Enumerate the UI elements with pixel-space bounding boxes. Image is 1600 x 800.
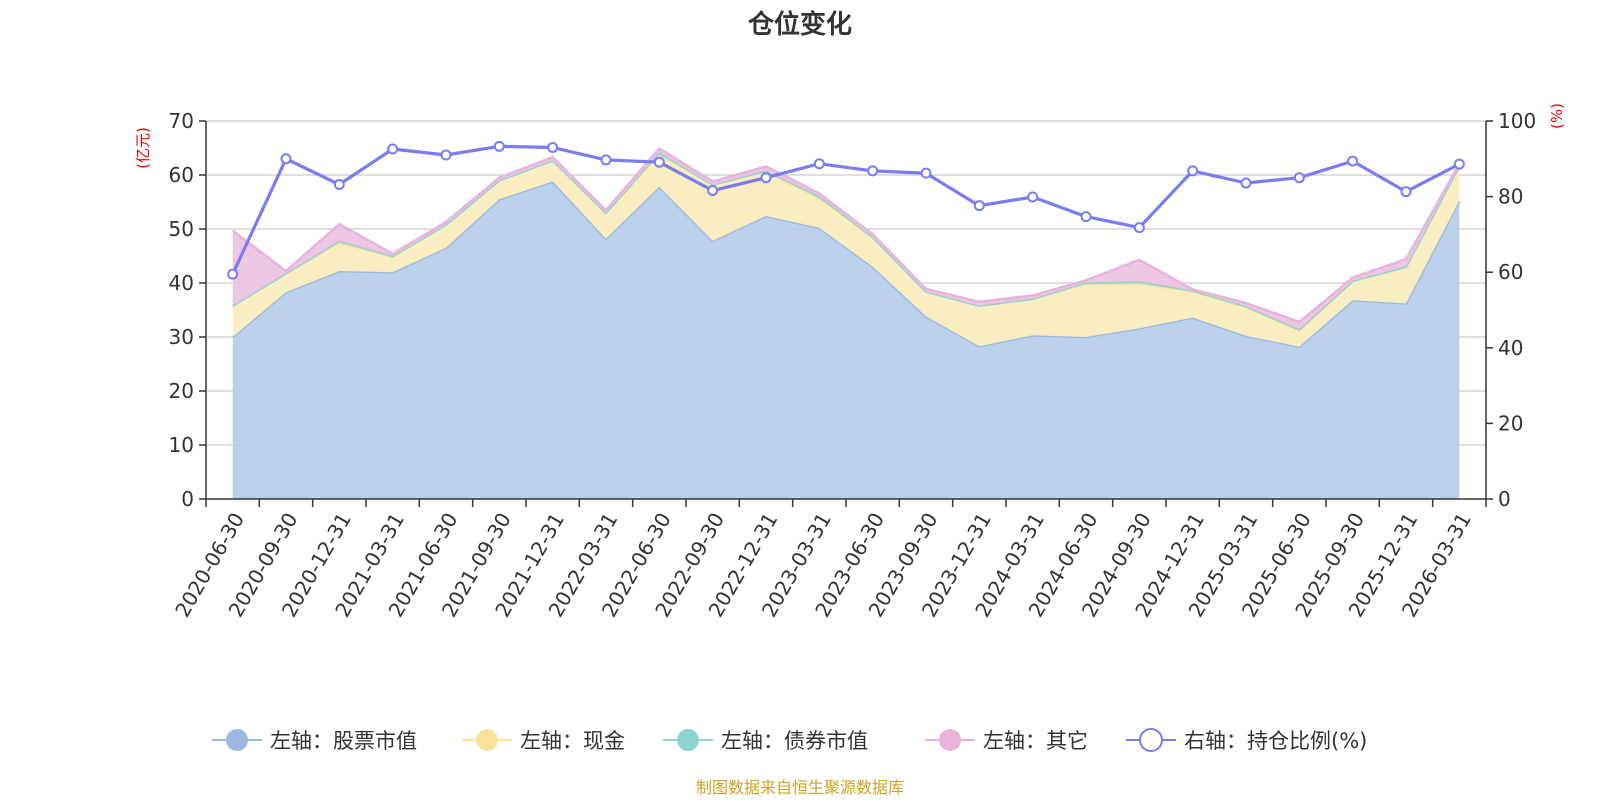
- ratio-point: [813, 158, 825, 170]
- legend-swatch-marker: [677, 729, 699, 751]
- right-tick-label: 40: [1498, 336, 1523, 360]
- left-tick-label: 40: [169, 271, 194, 295]
- ratio-point: [973, 200, 985, 212]
- ratio-point: [1080, 211, 1092, 223]
- legend-item-3: 左轴：债券市值: [663, 729, 868, 753]
- left-tick-label: 20: [169, 379, 194, 403]
- ratio-point: [867, 165, 879, 177]
- ratio-point: [600, 154, 612, 166]
- right-axis-unit: (%): [1548, 103, 1566, 129]
- right-tick-label: 100: [1498, 109, 1536, 133]
- legend-item-5: 右轴：持仓比例(%): [1126, 728, 1367, 753]
- ratio-point: [227, 268, 239, 280]
- legend-label: 左轴：其它: [983, 729, 1088, 753]
- ratio-point: [1293, 172, 1305, 184]
- right-tick-label: 0: [1498, 487, 1511, 511]
- right-tick-label: 80: [1498, 185, 1523, 209]
- right-tick-label: 20: [1498, 411, 1523, 435]
- legend: 左轴：股票市值 左轴：现金 左轴：债券市值 左轴：其它 右轴：持仓比例(%): [212, 728, 1367, 753]
- ratio-point: [547, 141, 559, 153]
- legend-label: 右轴：持仓比例(%): [1184, 729, 1367, 753]
- ratio-point: [1347, 155, 1359, 167]
- ratio-point: [280, 153, 292, 165]
- legend-swatch-marker: [939, 729, 961, 751]
- ratio-point: [653, 156, 665, 168]
- left-tick-label: 0: [181, 487, 194, 511]
- ratio-series-line: [231, 144, 1461, 275]
- source-note: 制图数据来自恒生聚源数据库: [696, 778, 904, 797]
- ratio-point: [440, 149, 452, 161]
- ratio-point: [1133, 222, 1145, 234]
- ratio-point: [387, 143, 399, 155]
- legend-label: 左轴：现金: [520, 729, 625, 753]
- ratio-point: [1187, 165, 1199, 177]
- legend-item-2: 左轴：现金: [462, 729, 625, 753]
- ratio-line: [227, 140, 1465, 280]
- left-tick-label: 50: [169, 217, 194, 241]
- left-axis-unit: (亿元): [134, 127, 152, 169]
- area-series-2: [232, 154, 1460, 347]
- legend-swatch-marker: [226, 729, 248, 751]
- ratio-point: [1453, 158, 1465, 170]
- ratio-point: [1240, 177, 1252, 189]
- right-tick-label: 60: [1498, 260, 1523, 284]
- stacked-areas: [231, 147, 1461, 499]
- area-series-line-4: [231, 147, 1461, 324]
- legend-label: 左轴：股票市值: [270, 729, 417, 753]
- legend-swatch-marker: [476, 729, 498, 751]
- legend-item-1: 左轴：股票市值: [212, 729, 417, 753]
- ratio-point: [333, 179, 345, 191]
- left-tick-label: 70: [169, 109, 194, 133]
- ratio-point: [707, 185, 719, 197]
- ratio-point: [760, 172, 772, 184]
- ratio-point: [493, 140, 505, 152]
- legend-swatch-marker: [1139, 728, 1163, 752]
- left-tick-label: 30: [169, 325, 194, 349]
- legend-item-4: 左轴：其它: [925, 729, 1088, 753]
- ratio-point: [920, 167, 932, 179]
- left-tick-label: 10: [169, 433, 194, 457]
- legend-label: 左轴：债券市值: [721, 729, 868, 753]
- ratio-point: [1027, 191, 1039, 203]
- area-series-1: [232, 181, 1460, 499]
- left-tick-label: 60: [169, 163, 194, 187]
- chart-title: 仓位变化: [747, 9, 852, 40]
- ratio-point: [1400, 186, 1412, 198]
